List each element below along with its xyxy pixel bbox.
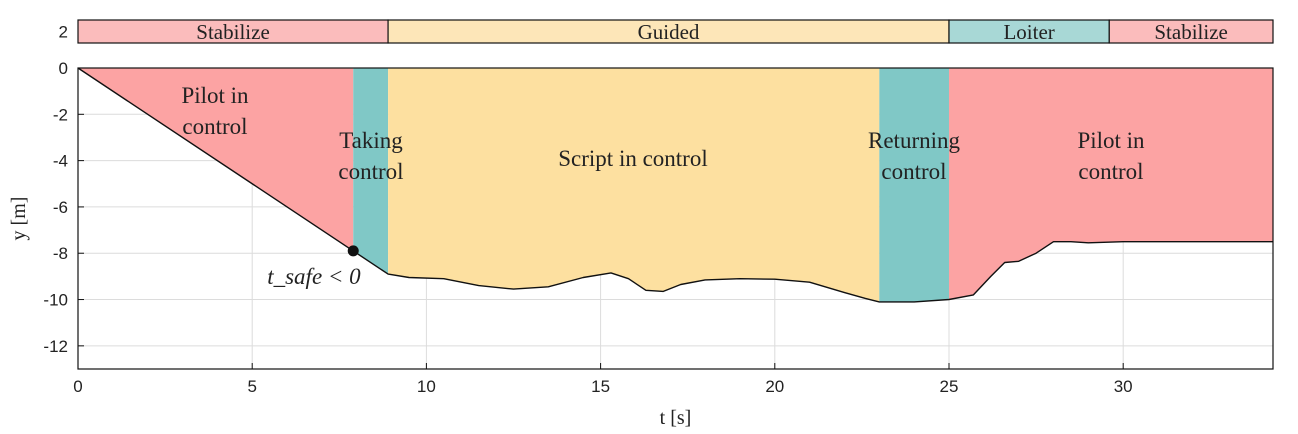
region-label-line: control — [1078, 159, 1143, 184]
flight-mode-bar: Stabilize Guided Loiter Stabilize 2 — [59, 19, 1274, 44]
y-tick-label: -8 — [53, 244, 68, 263]
labels: Pilot in control Taking control Script in co… — [181, 83, 1145, 289]
region-label-line: control — [338, 159, 403, 184]
mode-label-1: Stabilize — [196, 20, 269, 44]
tsafe-label: t_safe < 0 — [267, 264, 361, 289]
region-label-line: Script in control — [558, 146, 707, 171]
x-tick-label: 25 — [940, 377, 959, 396]
region-label-line: Pilot in — [181, 83, 249, 108]
region-label-line: Taking — [339, 128, 403, 153]
x-tick-label: 0 — [73, 377, 82, 396]
region-label-2: Taking control — [338, 128, 403, 184]
mode-label-4: Stabilize — [1154, 20, 1227, 44]
mode-label-3: Loiter — [1003, 20, 1054, 44]
mode-bar-tick: 2 — [59, 23, 68, 42]
control-regions — [78, 68, 1273, 302]
y-tick-label: -6 — [53, 198, 68, 217]
plot-frame — [77, 67, 1274, 370]
region-label-4: Returning control — [868, 128, 960, 184]
x-axis-label: t [s] — [660, 407, 692, 429]
region-4 — [879, 68, 949, 302]
region-label-line: control — [881, 159, 946, 184]
region-label-1: Pilot in control — [181, 83, 249, 139]
x-tick-label: 10 — [417, 377, 436, 396]
y-tick-label: -12 — [43, 337, 68, 356]
y-tick-label: 0 — [59, 59, 68, 78]
x-tick-label: 15 — [591, 377, 610, 396]
x-tick-label: 5 — [247, 377, 256, 396]
trajectory-layer — [77, 67, 1273, 303]
region-label-5: Pilot in control — [1077, 128, 1145, 184]
y-axis-label: y [m] — [8, 197, 30, 241]
region-2 — [353, 68, 389, 275]
region-label-line: Returning — [868, 128, 960, 153]
tsafe-marker — [347, 245, 359, 257]
y-tick-label: -2 — [53, 105, 68, 124]
y-tick-label: -4 — [53, 152, 68, 171]
x-tick-label: 30 — [1114, 377, 1133, 396]
region-label-line: control — [182, 114, 247, 139]
trajectory-line — [77, 67, 1273, 303]
mode-segment-4 — [1108, 19, 1274, 44]
y-tick-label: -10 — [43, 291, 68, 310]
axes: 0 5 10 15 20 25 30 0 -2 -4 -6 -8 -10 -12 t [s] y [m] — [8, 59, 1274, 429]
region-label-3: Script in control — [558, 146, 707, 171]
x-tick-label: 20 — [765, 377, 784, 396]
region-3 — [388, 68, 880, 302]
region-label-line: Pilot in — [1077, 128, 1145, 153]
mode-label-2: Guided — [638, 20, 700, 44]
